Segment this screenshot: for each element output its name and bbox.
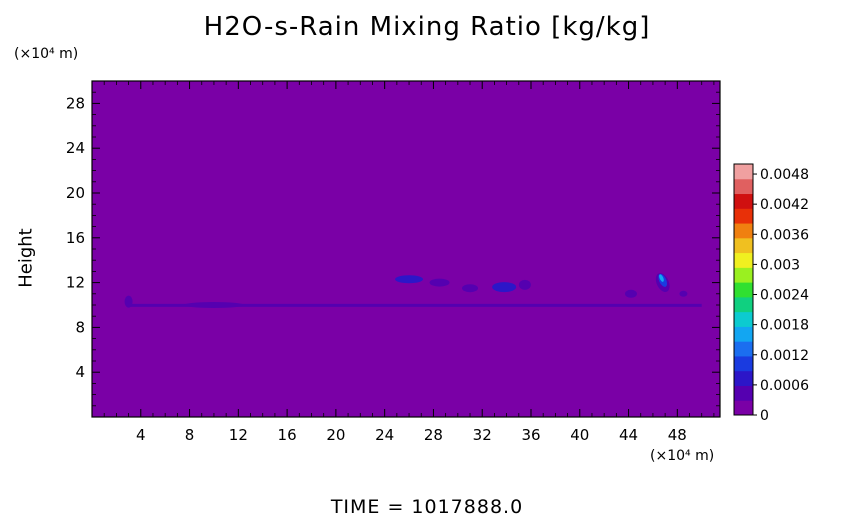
colorbar-segment <box>734 223 753 239</box>
x-tick-label: 12 <box>229 426 248 444</box>
colorbar-tick-label: 0.0018 <box>760 318 809 334</box>
rain-blob <box>462 284 479 293</box>
rain-layer-band <box>311 291 385 294</box>
rain-blob <box>183 302 244 308</box>
x-tick-label: 32 <box>473 426 492 444</box>
rain-layer-band <box>128 303 702 307</box>
x-tick-label: 20 <box>326 426 345 444</box>
rain-layer-band <box>530 307 678 310</box>
y-tick-label: 8 <box>75 318 85 336</box>
rain-blob <box>395 275 424 284</box>
colorbar-segment <box>734 193 753 209</box>
colorbar-tick-label: 0.003 <box>760 257 800 273</box>
colorbar-tick-label: 0.0024 <box>760 288 809 304</box>
colorbar-segment <box>734 341 753 357</box>
x-tick-label: 28 <box>424 426 443 444</box>
colorbar-tick-label: 0.0006 <box>760 378 809 394</box>
colorbar-tick-label: 0 <box>760 408 769 424</box>
y-tick-label: 20 <box>66 184 85 202</box>
rain-blob <box>518 279 531 290</box>
rain-layer-band <box>152 294 263 297</box>
y-tick-label: 4 <box>75 363 85 381</box>
rain-blob <box>624 289 637 298</box>
colorbar-segment <box>734 164 753 180</box>
colorbar-segment <box>734 400 753 416</box>
y-tick-label: 28 <box>66 94 85 112</box>
x-tick-label: 48 <box>668 426 687 444</box>
x-tick-label: 24 <box>375 426 394 444</box>
colorbar-segment <box>734 385 753 401</box>
y-tick-label: 16 <box>66 229 85 247</box>
colorbar-segment <box>734 355 753 372</box>
colorbar-tick-label: 0.0042 <box>760 197 809 213</box>
x-tick-label: 16 <box>278 426 297 444</box>
colorbar-segment <box>734 311 753 327</box>
colorbar-segment <box>734 370 753 386</box>
x-tick-label: 8 <box>185 426 195 444</box>
colorbar-segment <box>734 282 753 298</box>
colorbar-segment <box>734 267 753 283</box>
colorbar-segment <box>734 326 753 342</box>
rain-blob <box>124 295 133 308</box>
colorbar-tick-label: 0.0048 <box>760 167 809 183</box>
rain-layer-band <box>238 299 361 302</box>
rain-blob <box>492 282 517 293</box>
rain-blob <box>619 261 626 282</box>
chart-title: H2O-s-Rain Mixing Ratio [kg/kg] <box>203 12 651 42</box>
colorbar-segment <box>734 208 753 224</box>
colorbar-segment <box>734 178 753 195</box>
rain-blob <box>121 275 126 279</box>
colorbar-segment <box>734 237 753 254</box>
rain-blob <box>429 278 450 287</box>
rain-blob-strong <box>659 274 664 282</box>
y-tick-label: 24 <box>66 139 85 157</box>
x-tick-label: 36 <box>521 426 540 444</box>
y-unit-label: (×10⁴ m) <box>14 46 79 62</box>
x-tick-label: 40 <box>570 426 589 444</box>
colorbar-segment <box>734 252 753 268</box>
x-tick-label: 44 <box>619 426 638 444</box>
x-tick-label: 4 <box>136 426 146 444</box>
colorbar-frame <box>733 163 754 416</box>
x-unit-label: (×10⁴ m) <box>650 448 715 464</box>
rain-blob <box>396 238 403 249</box>
heatmap-background <box>92 81 720 417</box>
rain-blob <box>679 290 688 297</box>
colorbar-tick-label: 0.0036 <box>760 227 809 243</box>
time-label: TIME = 1017888.0 <box>330 496 524 518</box>
y-tick-label: 12 <box>66 274 85 292</box>
colorbar-tick-label: 0.0012 <box>760 348 809 364</box>
colorbar-segment <box>734 296 753 313</box>
